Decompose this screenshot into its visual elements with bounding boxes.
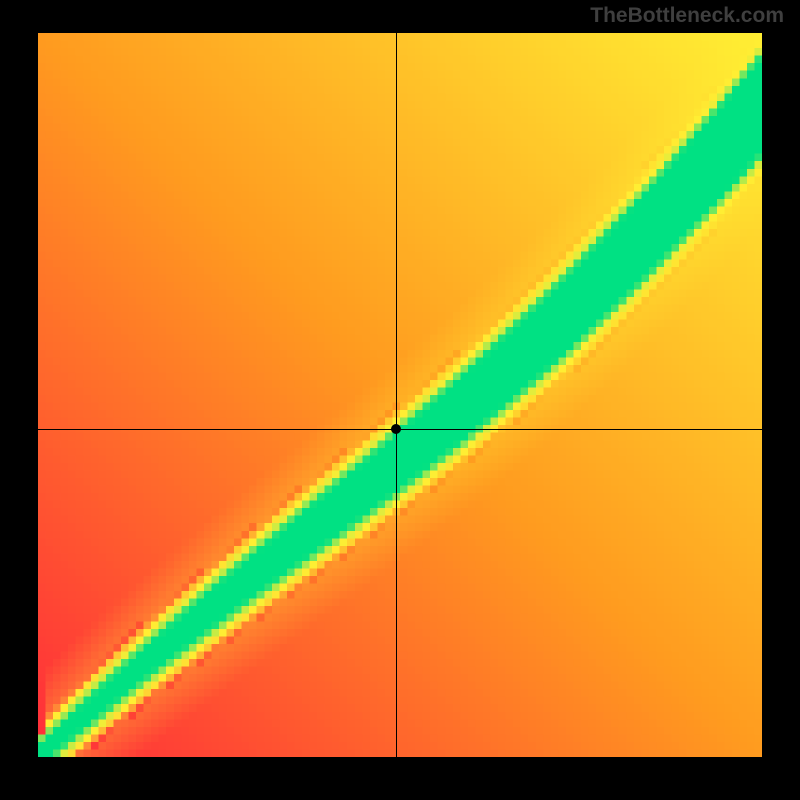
crosshair-marker	[391, 424, 401, 434]
watermark-text: TheBottleneck.com	[590, 4, 784, 28]
chart-container: TheBottleneck.com	[0, 0, 800, 800]
crosshair-vertical	[396, 33, 397, 757]
heatmap-canvas	[38, 33, 762, 757]
plot-area	[38, 33, 762, 757]
